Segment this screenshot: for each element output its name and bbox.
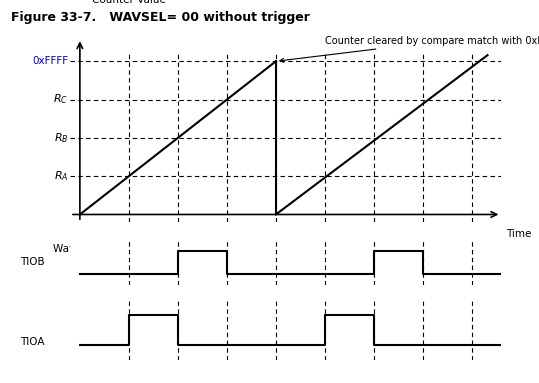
Text: Figure 33-7.   WAVSEL= 00 without trigger: Figure 33-7. WAVSEL= 00 without trigger [11, 11, 309, 25]
Text: $R_A$: $R_A$ [53, 169, 68, 183]
Text: TIOB: TIOB [19, 257, 44, 267]
Text: Time: Time [506, 229, 531, 239]
Text: Counter Value: Counter Value [92, 0, 165, 5]
Text: Waveform Examples: Waveform Examples [53, 244, 160, 254]
Text: TIOA: TIOA [20, 337, 44, 347]
Text: $R_C$: $R_C$ [53, 93, 68, 106]
Text: $R_B$: $R_B$ [53, 131, 68, 145]
Text: 0xFFFF: 0xFFFF [32, 56, 68, 66]
Text: Counter cleared by compare match with 0xFFFF: Counter cleared by compare match with 0x… [280, 36, 539, 62]
